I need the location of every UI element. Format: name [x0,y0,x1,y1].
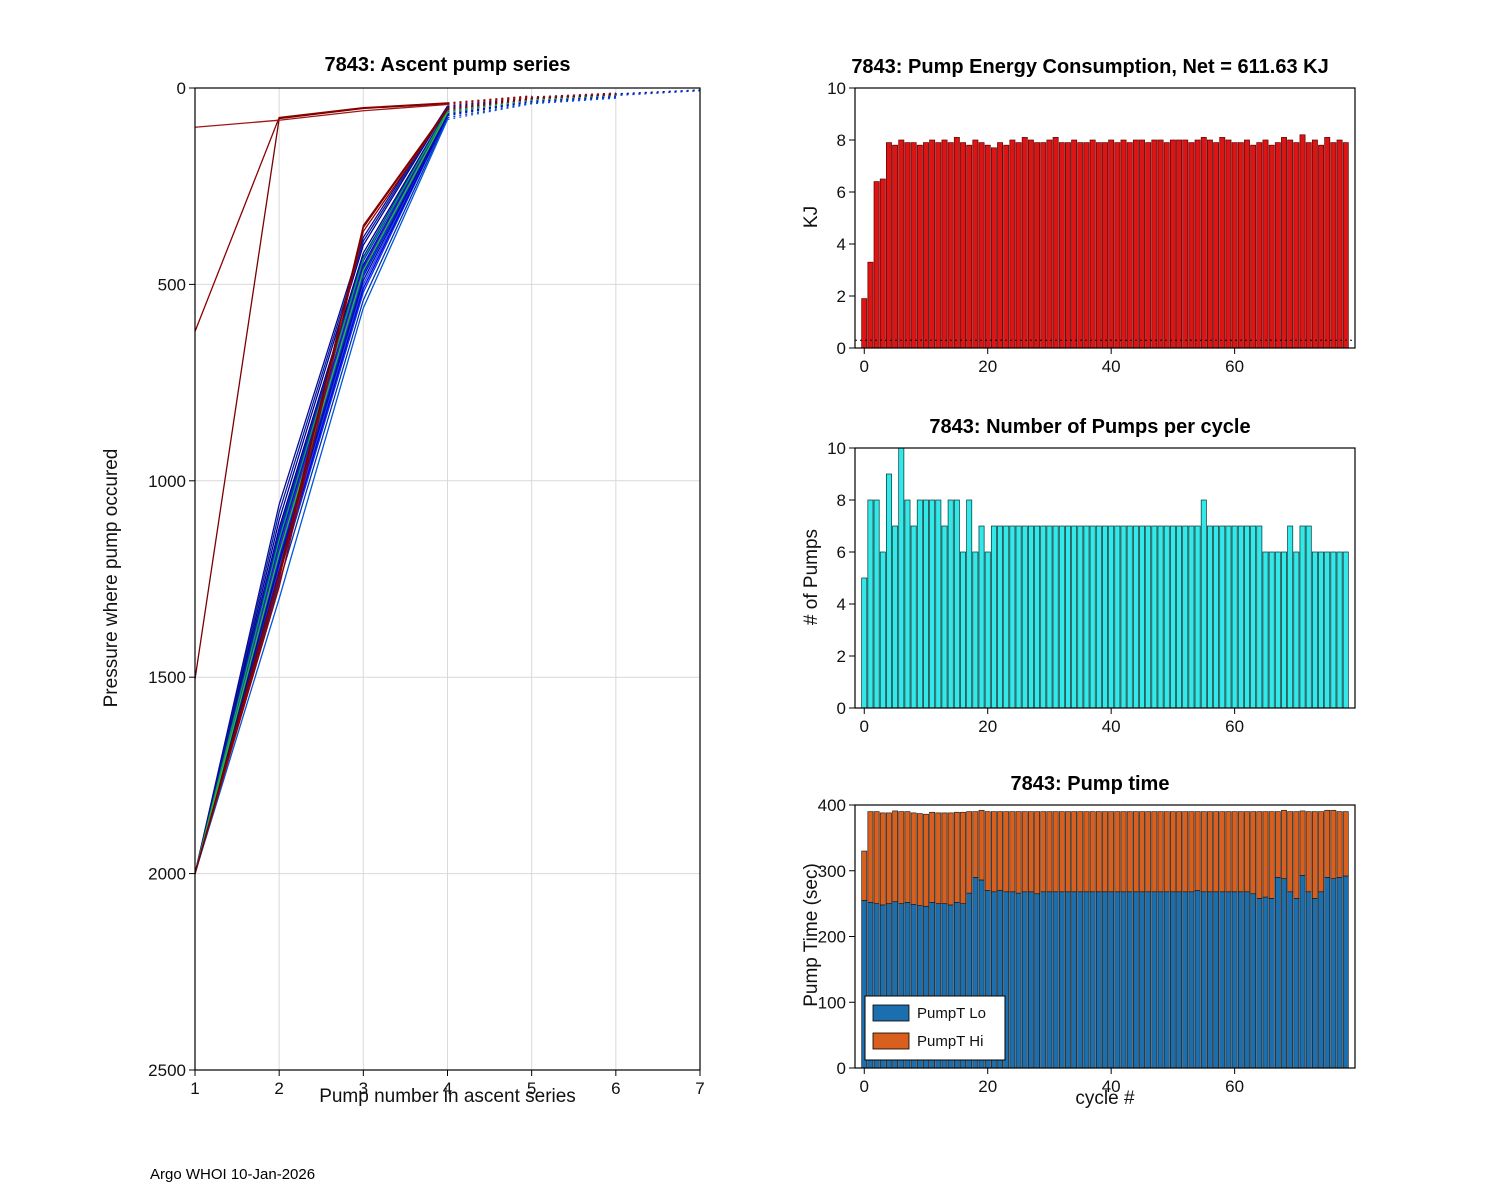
svg-text:500: 500 [158,275,186,294]
svg-text:5: 5 [527,1079,536,1098]
svg-text:4: 4 [837,595,846,614]
ascent-xlabel: Pump number in ascent series [319,1086,576,1107]
energy-chart-title: 7843: Pump Energy Consumption, Net = 611… [851,56,1329,78]
svg-text:300: 300 [818,862,846,881]
svg-text:100: 100 [818,993,846,1012]
pumptime-chart-title: 7843: Pump time [1010,773,1170,795]
pump-energy-consumption-chart: 0 20 40 60 0 2 4 6 8 10 [827,79,1356,376]
svg-text:2: 2 [837,287,846,306]
svg-text:1500: 1500 [148,668,186,687]
svg-text:0: 0 [177,79,186,98]
svg-text:6: 6 [837,543,846,562]
svg-text:PumpT Lo: PumpT Lo [917,1005,986,1022]
svg-text:PumpT Hi: PumpT Hi [917,1033,983,1050]
svg-text:4: 4 [837,235,846,254]
svg-text:0: 0 [837,1059,846,1078]
ascent-chart-title: 7843: Ascent pump series [324,54,571,76]
svg-text:60: 60 [1225,717,1244,736]
svg-text:6: 6 [837,183,846,202]
svg-text:0: 0 [837,699,846,718]
svg-text:7: 7 [695,1079,704,1098]
svg-text:10: 10 [827,79,846,98]
svg-text:3: 3 [359,1079,368,1098]
svg-text:40: 40 [1102,1077,1121,1096]
ascent-pump-series-chart: 1 2 3 4 5 6 7 0 500 1000 1500 2000 2500 [148,79,705,1098]
svg-text:0: 0 [860,1077,869,1096]
svg-text:2: 2 [837,647,846,666]
svg-text:8: 8 [837,131,846,150]
svg-text:2: 2 [274,1079,283,1098]
svg-text:60: 60 [1225,1077,1244,1096]
svg-text:4: 4 [443,1079,452,1098]
svg-text:8: 8 [837,491,846,510]
svg-text:0: 0 [860,717,869,736]
pumptime-xlabel: cycle # [1075,1088,1135,1109]
svg-text:10: 10 [827,439,846,458]
svg-text:0: 0 [837,339,846,358]
svg-text:2500: 2500 [148,1061,186,1080]
svg-text:0: 0 [860,357,869,376]
svg-text:40: 40 [1102,357,1121,376]
svg-text:20: 20 [978,357,997,376]
svg-text:1: 1 [190,1079,199,1098]
svg-text:200: 200 [818,928,846,947]
svg-text:40: 40 [1102,717,1121,736]
svg-text:20: 20 [978,1077,997,1096]
svg-text:400: 400 [818,796,846,815]
pump-time-chart: 0 20 40 60 0 100 200 300 400 PumpT Lo PumpT Hi [818,796,1356,1096]
svg-text:60: 60 [1225,357,1244,376]
number-of-pumps-chart: 0 20 40 60 0 2 4 6 8 10 [827,439,1356,736]
svg-text:2000: 2000 [148,865,186,884]
svg-text:1000: 1000 [148,472,186,491]
pumps-chart-title: 7843: Number of Pumps per cycle [929,416,1251,438]
svg-text:6: 6 [611,1079,620,1098]
footer-annotation: Argo WHOI 10-Jan-2026 [150,1166,316,1183]
svg-text:20: 20 [978,717,997,736]
